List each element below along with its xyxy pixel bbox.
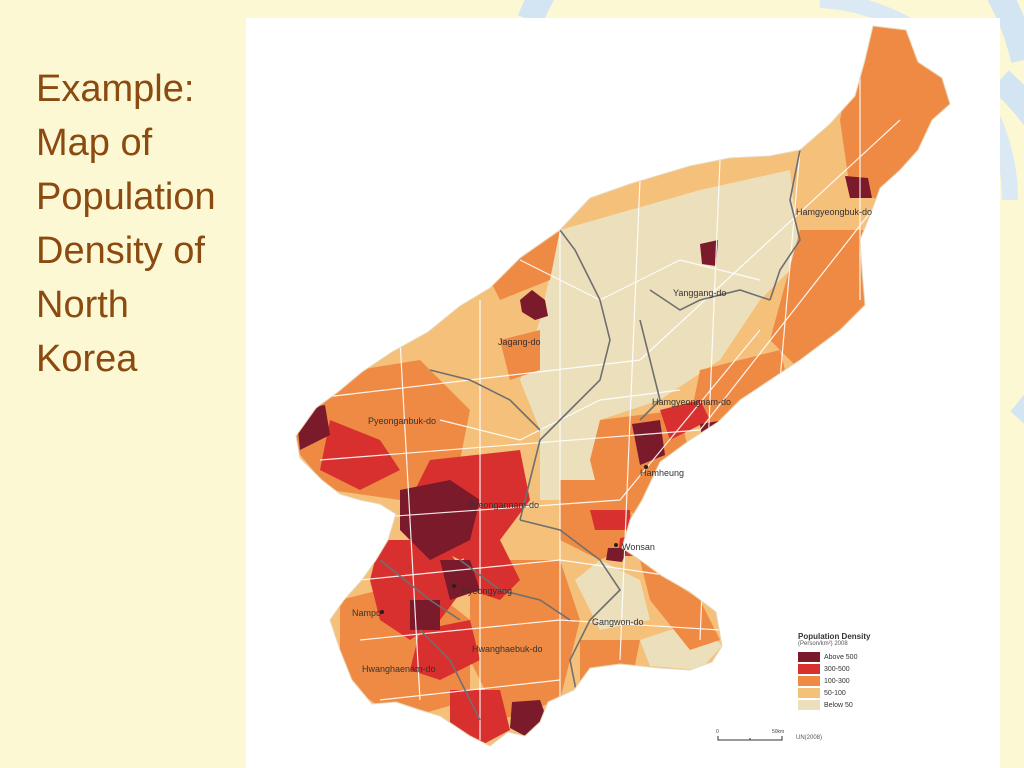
legend-swatch (798, 652, 820, 662)
title-line: Population (36, 176, 216, 218)
city-marker-hamheung (644, 465, 648, 469)
scale-bar: 0 50km (716, 729, 784, 741)
label-hamgyeongbuk: Hamgyeongbuk-do (796, 207, 872, 217)
legend-swatch (798, 664, 820, 674)
legend-label: Below 50 (824, 701, 853, 709)
label-hwanghaebuk: Hwanghaebuk-do (472, 644, 543, 654)
legend-item: 100-300 (798, 675, 870, 687)
label-pyeongyang: Pyeongyang (462, 586, 512, 596)
legend-label: 100-300 (824, 677, 850, 685)
legend-label: 50-100 (824, 689, 846, 697)
title-line: Map of (36, 122, 153, 164)
legend-item: 50-100 (798, 687, 870, 699)
label-nampo: Nampo (352, 608, 381, 618)
title-line: Korea (36, 338, 138, 380)
legend-subtitle: (Person/km²) 2008 (798, 641, 848, 647)
map-panel: Hamgyeongbuk-do Yanggang-do Jagang-do Ha… (246, 18, 1000, 768)
label-gangwon: Gangwon-do (592, 617, 644, 627)
population-density-map: Hamgyeongbuk-do Yanggang-do Jagang-do Ha… (295, 25, 951, 747)
title-line: North (36, 284, 129, 326)
label-pyeongannam: Pyeongannam-do (468, 500, 539, 510)
label-wonsan: Wonsan (622, 542, 655, 552)
slide-title: Example: Map of Population Density of No… (36, 62, 246, 386)
legend-item: Below 50 (798, 699, 870, 711)
legend-title: Population Density (798, 632, 871, 641)
legend-label: Above 500 (824, 653, 858, 661)
title-line: Density of (36, 230, 205, 272)
legend-item: 300-500 (798, 663, 870, 675)
legend-swatch (798, 676, 820, 686)
title-line: Example: (36, 68, 195, 110)
label-pyeonganbuk: Pyeonganbuk-do (368, 416, 436, 426)
legend-item: Above 500 (798, 651, 870, 663)
label-hamheung: Hamheung (640, 468, 684, 478)
scale-label: 50km (772, 729, 784, 735)
city-marker-nampo (380, 610, 384, 614)
legend-swatch (798, 688, 820, 698)
legend-swatch (798, 700, 820, 710)
city-marker-wonsan (614, 543, 618, 547)
label-jagang: Jagang-do (498, 337, 541, 347)
map-legend: Population Density (Person/km²) 2008 Abo… (798, 632, 870, 711)
label-hamgyeongnam: Hamgyeongnam-do (652, 397, 731, 407)
label-hwanghaenam: Hwanghaenam-do (362, 664, 436, 674)
city-marker-pyeongyang (452, 584, 456, 588)
svg-text:0: 0 (716, 729, 719, 735)
label-yanggang: Yanggang-do (673, 288, 726, 298)
map-source: UN(2008) (796, 735, 823, 741)
legend-label: 300-500 (824, 665, 850, 673)
